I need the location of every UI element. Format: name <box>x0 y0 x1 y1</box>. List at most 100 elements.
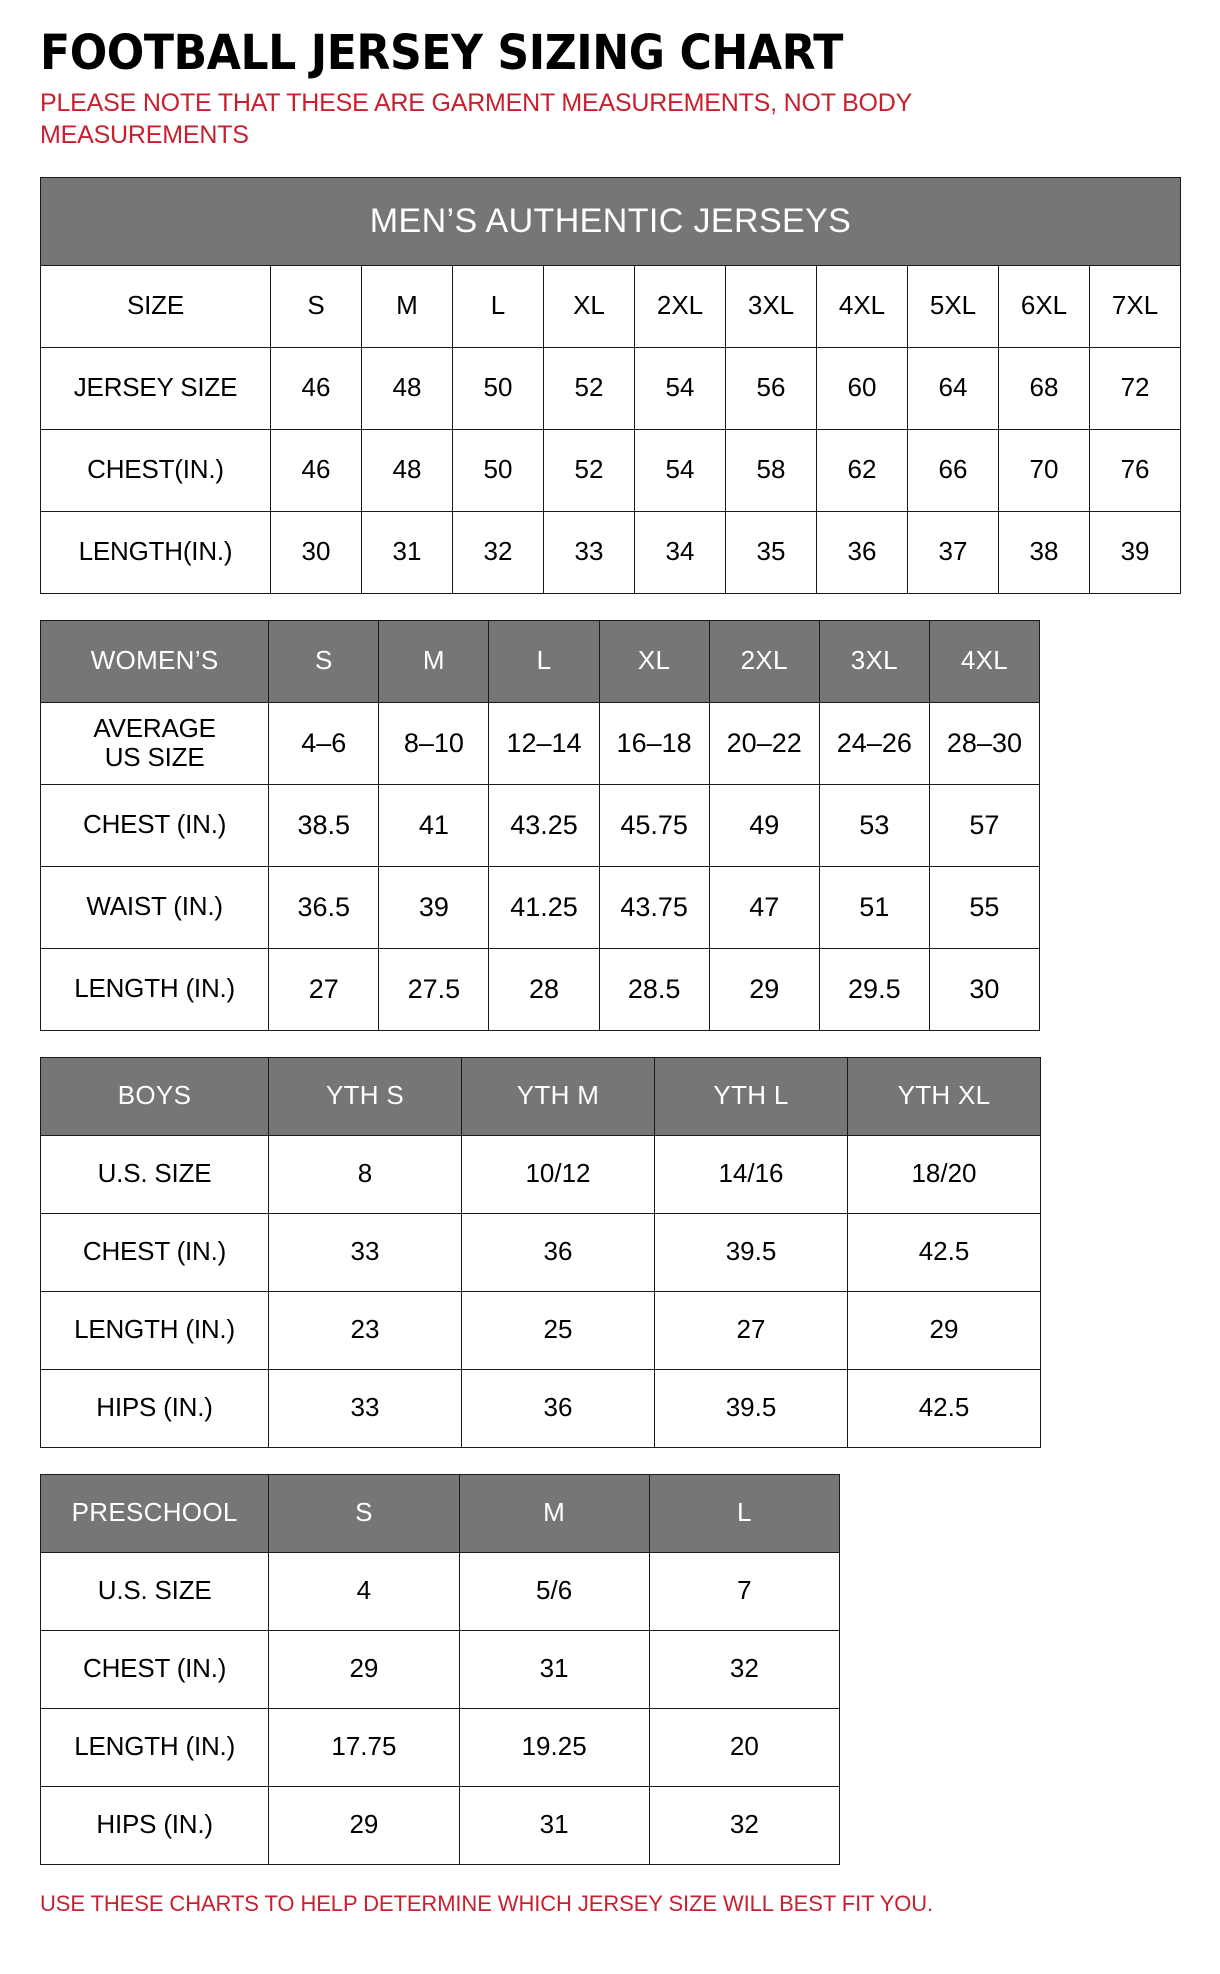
mens-size-7XL: 7XL <box>1088 264 1182 348</box>
mens-size-4XL: 4XL <box>816 264 908 348</box>
data-cell: 50 <box>452 428 544 512</box>
row-label: AVERAGE US SIZE <box>39 701 270 785</box>
data-cell: 58 <box>725 428 817 512</box>
mens-size-5XL: 5XL <box>907 264 999 348</box>
boys-size-YTH-S: YTH S <box>268 1056 462 1136</box>
data-cell: 57 <box>928 783 1041 867</box>
womens-size-4XL: 4XL <box>928 619 1041 703</box>
data-cell: 38 <box>998 510 1090 594</box>
preschool-band-row: PRESCHOOL S M L <box>39 1473 841 1553</box>
data-cell: 41.25 <box>488 865 600 949</box>
row-label: JERSEY SIZE <box>40 346 271 430</box>
mens-size-XL: XL <box>543 264 635 348</box>
table-row: CHEST(IN.) 46 48 50 52 54 58 62 66 70 76 <box>40 428 1182 512</box>
table-row: CHEST (IN.) 29 31 32 <box>39 1629 841 1709</box>
data-cell: 32 <box>452 510 544 594</box>
womens-band-row: WOMEN’S S M L XL 2XL 3XL 4XL <box>39 619 1041 703</box>
table-row: LENGTH (IN.) 27 27.5 28 28.5 29 29.5 30 <box>39 947 1041 1031</box>
womens-size-2XL: 2XL <box>708 619 820 703</box>
data-cell: 29 <box>708 947 820 1031</box>
data-cell: 4 <box>268 1551 460 1631</box>
data-cell: 10/12 <box>461 1134 655 1214</box>
data-cell: 47 <box>708 865 820 949</box>
data-cell: 43.25 <box>488 783 600 867</box>
data-cell: 68 <box>998 346 1090 430</box>
table-row: HIPS (IN.) 33 36 39.5 42.5 <box>40 1368 1041 1448</box>
data-cell: 31 <box>458 1629 650 1709</box>
data-cell: 39.5 <box>654 1368 848 1448</box>
row-label: WAIST (IN.) <box>39 865 270 949</box>
mens-size-L: L <box>452 264 544 348</box>
boys-sizing-table: BOYS YTH S YTH M YTH L YTH XL U.S. SIZE 8 10/12… <box>40 1056 1041 1448</box>
womens-sizing-table: WOMEN’S S M L XL 2XL 3XL 4XL AVERAGE US SIZE 4–6 8–… <box>39 619 1041 1031</box>
data-cell: 34 <box>634 510 726 594</box>
data-cell: 54 <box>634 428 726 512</box>
mens-size-S: S <box>270 264 362 348</box>
row-label: HIPS (IN.) <box>40 1368 269 1448</box>
boys-band-title: BOYS <box>40 1056 269 1136</box>
preschool-size-M: M <box>458 1473 650 1553</box>
data-cell: 27 <box>654 1290 848 1370</box>
data-cell: 29 <box>847 1290 1041 1370</box>
table-row: LENGTH(IN.) 30 31 32 33 34 35 36 37 38 39 <box>40 510 1182 594</box>
data-cell: 37 <box>907 510 999 594</box>
data-cell: 19.25 <box>458 1707 650 1787</box>
data-cell: 41 <box>378 783 490 867</box>
table-row: AVERAGE US SIZE 4–6 8–10 12–14 16–18 20–22 24–2… <box>39 701 1041 785</box>
data-cell: 66 <box>907 428 999 512</box>
data-cell: 42.5 <box>847 1368 1041 1448</box>
womens-size-XL: XL <box>598 619 710 703</box>
table-row: LENGTH (IN.) 23 25 27 29 <box>40 1290 1041 1370</box>
data-cell: 8 <box>268 1134 462 1214</box>
data-cell: 18/20 <box>847 1134 1041 1214</box>
data-cell: 29 <box>268 1785 460 1865</box>
data-cell: 29.5 <box>818 947 930 1031</box>
data-cell: 64 <box>907 346 999 430</box>
data-cell: 33 <box>268 1368 462 1448</box>
data-cell: 36 <box>461 1212 655 1292</box>
data-cell: 46 <box>270 428 362 512</box>
table-row: WAIST (IN.) 36.5 39 41.25 43.75 47 51 55 <box>39 865 1041 949</box>
womens-size-L: L <box>488 619 600 703</box>
row-label: CHEST (IN.) <box>39 1629 270 1709</box>
mens-size-M: M <box>361 264 453 348</box>
data-cell: 76 <box>1088 428 1182 512</box>
row-label: CHEST (IN.) <box>39 783 270 867</box>
data-cell: 25 <box>461 1290 655 1370</box>
data-cell: 36 <box>461 1368 655 1448</box>
data-cell: 20–22 <box>708 701 820 785</box>
data-cell: 27.5 <box>378 947 490 1031</box>
data-cell: 28 <box>488 947 600 1031</box>
data-cell: 60 <box>816 346 908 430</box>
boys-size-YTH-XL: YTH XL <box>847 1056 1041 1136</box>
row-label: CHEST(IN.) <box>40 428 271 512</box>
mens-size-2XL: 2XL <box>634 264 726 348</box>
mens-size-6XL: 6XL <box>998 264 1090 348</box>
data-cell: 14/16 <box>654 1134 848 1214</box>
data-cell: 49 <box>708 783 820 867</box>
data-cell: 70 <box>998 428 1090 512</box>
data-cell: 28–30 <box>928 701 1041 785</box>
mens-band-title: MEN’S AUTHENTIC JERSEYS <box>39 176 1182 266</box>
data-cell: 30 <box>928 947 1041 1031</box>
data-cell: 45.75 <box>598 783 710 867</box>
data-cell: 7 <box>648 1551 841 1631</box>
data-cell: 4–6 <box>268 701 380 785</box>
data-cell: 72 <box>1088 346 1182 430</box>
data-cell: 52 <box>543 428 635 512</box>
data-cell: 33 <box>268 1212 462 1292</box>
row-label: U.S. SIZE <box>40 1134 269 1214</box>
boys-band-row: BOYS YTH S YTH M YTH L YTH XL <box>40 1056 1041 1136</box>
table-row: HIPS (IN.) 29 31 32 <box>39 1785 841 1865</box>
data-cell: 48 <box>361 428 453 512</box>
mens-size-label: SIZE <box>40 264 271 348</box>
mens-size-3XL: 3XL <box>725 264 817 348</box>
table-row: CHEST (IN.) 38.5 41 43.25 45.75 49 53 57 <box>39 783 1041 867</box>
womens-size-S: S <box>268 619 380 703</box>
data-cell: 62 <box>816 428 908 512</box>
mens-size-header-row: SIZE S M L XL 2XL 3XL 4XL 5XL 6XL 7XL <box>40 264 1182 348</box>
data-cell: 42.5 <box>847 1212 1041 1292</box>
data-cell: 39 <box>1088 510 1182 594</box>
mens-sizing-table: MEN’S AUTHENTIC JERSEYS SIZE S M L XL 2XL 3XL 4X… <box>39 176 1182 594</box>
